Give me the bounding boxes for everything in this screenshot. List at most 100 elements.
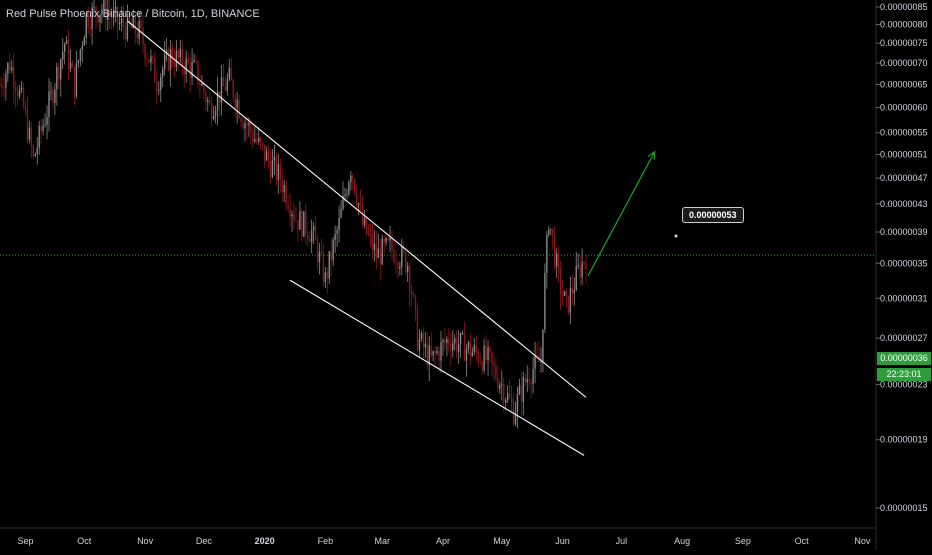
candle-body: [557, 253, 560, 270]
chart-title: Red Pulse Phoenix Binance / Bitcoin, 1D,…: [6, 8, 260, 20]
candle-body: [160, 76, 162, 90]
candle-body: [461, 332, 464, 334]
candle-body: [436, 350, 438, 354]
candle-body: [546, 234, 548, 273]
x-tick-label: Oct: [795, 536, 810, 546]
y-tick-label: 0.00000039: [880, 227, 928, 237]
candle-body: [330, 251, 332, 261]
x-tick-label: Nov: [854, 536, 871, 546]
candle-body: [150, 56, 152, 63]
current-price-badge: 0.00000036: [877, 352, 931, 365]
candle-body: [83, 37, 85, 46]
candle-body: [532, 368, 534, 384]
candle-body: [13, 67, 15, 88]
x-tick-label: Jun: [555, 536, 570, 546]
candle-body: [389, 237, 391, 241]
y-tick-label: 0.00000060: [880, 103, 928, 113]
candle-body: [310, 230, 313, 242]
candle-body: [573, 289, 575, 294]
candle-body: [122, 18, 125, 28]
candle-body: [67, 40, 70, 69]
candle-body: [11, 67, 13, 71]
lower-support-trendline: [289, 279, 585, 456]
candle-body: [175, 50, 178, 68]
upper-resistance-trendline: [127, 20, 587, 398]
candle-body: [277, 164, 280, 180]
candle-body: [234, 97, 236, 109]
candle-body: [38, 125, 40, 148]
candle-body: [203, 83, 205, 93]
candle-body: [181, 48, 183, 68]
candle-body: [138, 20, 140, 39]
candle-body: [220, 77, 223, 103]
candle-body: [295, 219, 297, 221]
candle-body: [161, 69, 164, 77]
y-axis: 0.00000015 0.00000019 0.00000023 0.00000027…: [875, 0, 928, 550]
candle-body: [267, 151, 270, 161]
candle-body: [479, 362, 481, 363]
candle-body: [107, 11, 109, 20]
candle-body: [504, 400, 507, 403]
candle-body: [334, 233, 336, 241]
candle-body: [248, 122, 250, 126]
candle-body: [91, 7, 93, 30]
candle-body: [438, 350, 440, 361]
candle-body: [0, 84, 1, 86]
candle-body: [105, 0, 107, 20]
candle-body: [536, 354, 538, 356]
y-tick-label: 0.00000015: [880, 503, 928, 513]
candle-body: [195, 60, 197, 62]
candle-body: [103, 0, 105, 10]
candle-body: [422, 332, 425, 348]
candle-body: [111, 14, 113, 18]
candle-body: [442, 340, 444, 343]
candle-body: [210, 103, 213, 119]
candle-body: [356, 193, 358, 206]
candle-body: [148, 59, 150, 63]
candle-body: [293, 214, 295, 220]
candle-body: [410, 290, 413, 295]
candle-body: [142, 27, 144, 45]
candle-body: [495, 365, 497, 379]
candle-body: [89, 27, 91, 30]
candle-body: [530, 382, 532, 384]
candle-body: [440, 342, 442, 361]
candle-body: [406, 266, 409, 273]
candle-body: [216, 91, 219, 111]
candle-body: [101, 9, 103, 15]
candle-body: [381, 238, 383, 265]
candle-body: [314, 226, 317, 241]
candle-body: [361, 204, 364, 225]
candle-body: [475, 345, 477, 353]
x-tick-label: Jul: [616, 536, 628, 546]
x-tick-label: Dec: [196, 536, 213, 546]
candle-body: [485, 345, 487, 360]
candle-body: [183, 67, 185, 75]
candle-body: [455, 338, 458, 352]
candle-body: [130, 23, 133, 29]
candle-body: [510, 397, 513, 403]
candle-body: [207, 100, 209, 103]
candle-body: [24, 106, 27, 110]
candle-body: [332, 240, 334, 261]
x-tick-label: Apr: [436, 536, 450, 546]
candle-body: [281, 180, 283, 193]
candle-body: [469, 342, 472, 357]
candle-body: [508, 393, 511, 398]
candle-body: [434, 350, 436, 354]
x-tick-label: Nov: [137, 536, 154, 546]
candle-body: [350, 175, 352, 183]
candle-body: [97, 15, 99, 23]
candle-body: [399, 266, 401, 269]
candle-body: [230, 67, 232, 81]
candle-body: [242, 121, 244, 129]
candle-body: [197, 60, 199, 84]
candle-body: [473, 345, 476, 352]
candle-body: [14, 87, 17, 93]
candle-body: [307, 234, 309, 240]
candle-body: [58, 66, 60, 80]
candle-body: [487, 347, 489, 360]
candle-body: [60, 59, 62, 80]
